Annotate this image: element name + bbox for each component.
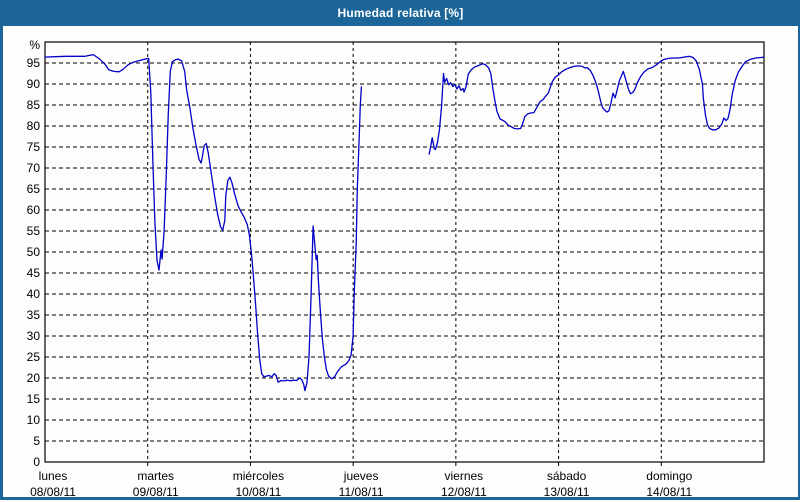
y-tick-label: 15 (27, 392, 41, 406)
x-date-label: 11/08/11 (339, 485, 384, 497)
y-tick-label: 60 (27, 203, 41, 217)
x-day-label: viernes (445, 469, 484, 483)
y-tick-label: 35 (27, 308, 41, 322)
y-tick-label: 70 (27, 161, 41, 175)
y-tick-label: 95 (27, 56, 41, 70)
x-day-label: domingo (646, 469, 692, 483)
y-tick-label: 50 (27, 245, 41, 259)
y-tick-label: 75 (27, 140, 41, 154)
x-date-label: 10/08/11 (236, 485, 282, 497)
x-day-label: miércoles (233, 469, 284, 483)
chart-area: 0 5 10 15 20 25 30 35 40 45 50 55 60 65 70 75 80 85 90 95% l… (3, 26, 798, 499)
y-tick-label: 10 (27, 413, 41, 427)
x-date-label: 13/08/11 (544, 485, 590, 497)
plot-border (44, 41, 765, 463)
y-tick-label: 55 (27, 224, 41, 238)
y-tick-label: 0 (33, 455, 40, 469)
x-day-label: jueves (343, 469, 379, 483)
y-axis-unit-label: % (29, 38, 40, 52)
x-date-label: 12/08/11 (441, 485, 487, 497)
humidity-line-chart: 0 5 10 15 20 25 30 35 40 45 50 55 60 65 70 75 80 85 90 95% l… (27, 38, 765, 499)
y-tick-label: 20 (27, 371, 41, 385)
x-day-label: lunes (39, 469, 68, 483)
y-tick-label: 25 (27, 350, 41, 364)
chart-title: Humedad relativa [%] (337, 6, 464, 20)
humidity-series-line (428, 55, 765, 155)
y-tick-label: 30 (27, 329, 41, 343)
x-day-label: martes (137, 469, 174, 483)
y-tick-label: 45 (27, 266, 41, 280)
title-bar: Humedad relativa [%] (3, 0, 798, 26)
x-date-label: 14/08/11 (646, 485, 692, 497)
x-date-label: 08/08/11 (30, 485, 76, 497)
humidity-series-line (44, 53, 363, 392)
y-tick-label: 5 (33, 434, 40, 448)
y-tick-label: 80 (27, 119, 41, 133)
y-tick-label: 90 (27, 77, 41, 91)
y-tick-label: 65 (27, 182, 41, 196)
x-date-label: 09/08/11 (133, 485, 179, 497)
x-day-label: sábado (547, 469, 587, 483)
y-tick-label: 85 (27, 98, 41, 112)
y-tick-label: 40 (27, 287, 41, 301)
